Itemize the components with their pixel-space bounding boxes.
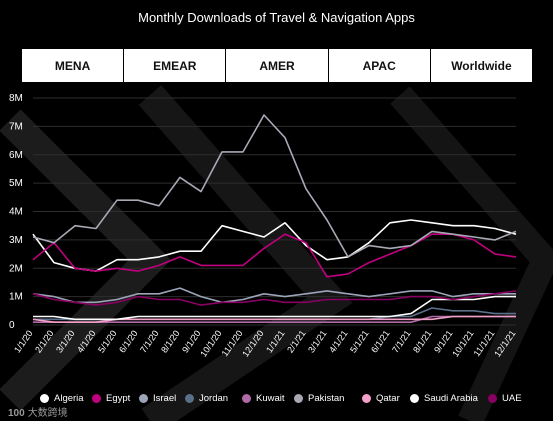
x-tick-label: 10/1/21: [450, 328, 475, 358]
legend-label: Kuwait: [256, 393, 285, 404]
legend-label: Jordan: [199, 393, 229, 404]
legend-swatch: [92, 394, 101, 403]
x-tick-label: 1/1/20: [12, 328, 35, 354]
series-lines: [32, 114, 517, 324]
page-title: Monthly Downloads of Travel & Navigation…: [138, 10, 415, 25]
legend-swatch: [242, 394, 251, 403]
legend-label: Egypt: [106, 393, 131, 404]
tab-amer[interactable]: AMER: [226, 49, 329, 82]
x-tick-label: 10/1/20: [198, 328, 223, 358]
legend-swatch: [40, 394, 49, 403]
tab-apac[interactable]: APAC: [329, 49, 431, 82]
chevron-shape: [390, 86, 553, 421]
legend-swatch: [488, 394, 497, 403]
chevron-shape: [0, 109, 172, 411]
y-axis-ticks: 0 1M 2M 3M 4M 5M 6M 7M 8M: [9, 93, 23, 331]
y-tick-label: 1M: [9, 292, 23, 303]
y-tick-label: 5M: [9, 178, 23, 189]
tab-mena[interactable]: MENA: [22, 49, 125, 82]
series-line-saudi-arabia: [33, 295, 516, 321]
x-tick-label: 4/1/21: [327, 328, 350, 354]
y-tick-label: 3M: [9, 235, 23, 246]
legend-item: UAE: [488, 393, 522, 404]
chart-legend: Algeria Egypt Israel Jordan Kuwait Pakistan Qa…: [40, 393, 550, 407]
x-tick-label: 8/1/21: [411, 328, 434, 354]
legend-item: Israel: [139, 393, 176, 404]
watermark-text: 大数跨境: [27, 408, 68, 419]
y-tick-label: 0: [9, 320, 15, 331]
legend-item: Kuwait: [242, 393, 285, 404]
watermark: 100 大数跨境: [8, 404, 68, 419]
legend-swatch: [139, 394, 148, 403]
series-line-israel: [32, 287, 516, 304]
legend-swatch: [294, 394, 303, 403]
legend-swatch: [410, 394, 419, 403]
x-tick-label: 8/1/20: [159, 328, 182, 354]
x-tick-label: 5/1/21: [348, 328, 371, 354]
x-tick-label: 3/1/21: [306, 328, 329, 354]
series-line-algeria: [32, 219, 517, 272]
x-tick-label: 6/1/21: [369, 328, 392, 354]
tab-emear[interactable]: EMEAR: [124, 49, 227, 82]
y-tick-label: 6M: [9, 150, 23, 161]
series-line-egypt: [32, 233, 517, 278]
y-tick-label: 4M: [9, 207, 23, 218]
y-tick-label: 7M: [9, 121, 23, 132]
x-tick-label: 7/1/21: [390, 328, 413, 354]
series-line-pakistan: [32, 114, 517, 258]
legend-swatch: [185, 394, 194, 403]
x-tick-label: 6/1/20: [117, 328, 140, 354]
legend-label: Algeria: [54, 393, 84, 404]
legend-item: Egypt: [92, 393, 130, 404]
y-tick-label: 2M: [9, 263, 23, 274]
legend-item: Algeria: [40, 393, 84, 404]
legend-item: Qatar: [362, 393, 400, 404]
x-tick-label: 5/1/20: [96, 328, 119, 354]
background-chevron-decoration: [0, 85, 553, 421]
legend-label: Pakistan: [308, 393, 345, 404]
legend-item: Saudi Arabia: [410, 393, 478, 404]
legend-swatch: [362, 394, 371, 403]
legend-label: Israel: [153, 393, 177, 404]
series-line-kuwait: [33, 315, 516, 324]
series-line-uae: [32, 290, 517, 306]
tab-worldwide[interactable]: Worldwide: [451, 58, 512, 73]
legend-label: Saudi Arabia: [424, 393, 478, 404]
y-tick-label: 8M: [9, 93, 23, 104]
x-tick-label: 7/1/20: [138, 328, 161, 354]
region-tabs: MENA EMEAR AMER APAC Worldwide: [22, 49, 532, 82]
legend-item: Jordan: [185, 393, 228, 404]
legend-item: Pakistan: [294, 393, 344, 404]
legend-label: UAE: [502, 393, 522, 404]
legend-label: Qatar: [376, 393, 400, 404]
watermark-logo: 100: [8, 408, 25, 419]
